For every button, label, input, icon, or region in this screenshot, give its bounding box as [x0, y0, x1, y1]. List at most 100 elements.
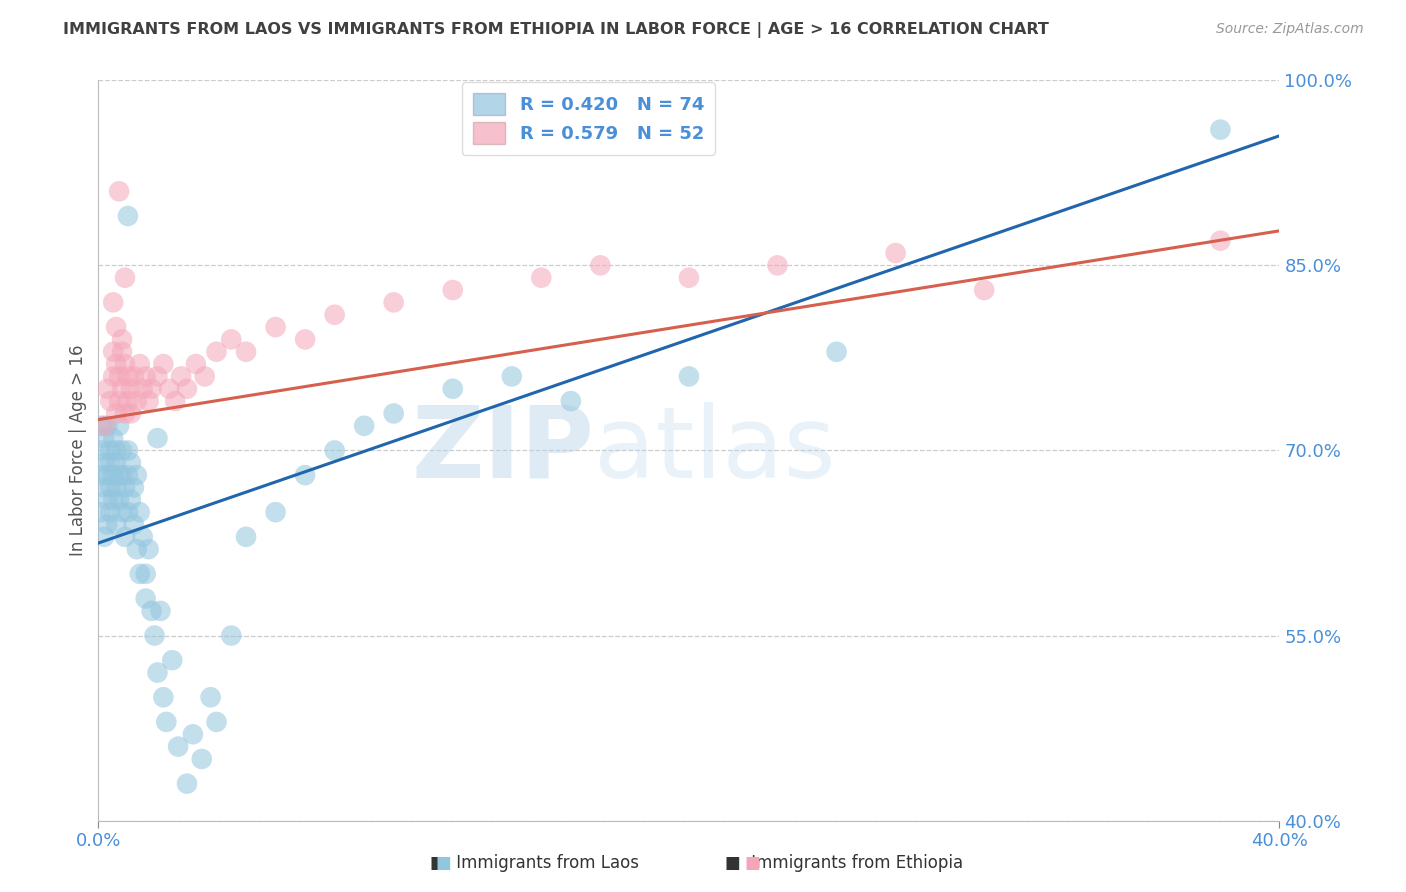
Point: [96, 517, 118, 532]
Point: [114, 270, 136, 285]
Point: [323, 443, 346, 458]
Point: [117, 369, 139, 384]
Text: ■: ■: [744, 855, 761, 872]
Point: [98, 443, 121, 458]
Point: [98, 505, 121, 519]
Point: [117, 505, 139, 519]
Point: [108, 468, 131, 483]
Point: [973, 283, 995, 297]
Point: [120, 407, 142, 421]
Point: [353, 418, 375, 433]
Point: [167, 739, 190, 754]
Point: [93, 456, 115, 470]
Point: [125, 542, 148, 557]
Point: [111, 505, 134, 519]
Point: [176, 382, 198, 396]
Point: [105, 443, 128, 458]
Point: [294, 332, 316, 346]
Point: [122, 517, 145, 532]
Point: [111, 382, 134, 396]
Point: [111, 344, 134, 359]
Text: IMMIGRANTS FROM LAOS VS IMMIGRANTS FROM ETHIOPIA IN LABOR FORCE | AGE > 16 CORRE: IMMIGRANTS FROM LAOS VS IMMIGRANTS FROM …: [63, 22, 1049, 38]
Point: [170, 369, 193, 384]
Point: [105, 320, 128, 334]
Point: [165, 394, 187, 409]
Point: [191, 752, 214, 766]
Point: [120, 382, 142, 396]
Point: [766, 259, 789, 273]
Point: [825, 344, 848, 359]
Point: [90, 418, 112, 433]
Point: [108, 369, 131, 384]
Point: [143, 628, 166, 642]
Point: [105, 517, 128, 532]
Point: [120, 492, 142, 507]
Point: [128, 566, 150, 581]
Legend: R = 0.420   N = 74, R = 0.579   N = 52: R = 0.420 N = 74, R = 0.579 N = 52: [461, 82, 714, 155]
Point: [135, 369, 157, 384]
Point: [103, 492, 125, 507]
Point: [264, 320, 287, 334]
Point: [108, 418, 131, 433]
Point: [141, 382, 163, 396]
Point: [105, 456, 128, 470]
Point: [138, 394, 160, 409]
Point: [135, 591, 157, 606]
Point: [530, 270, 553, 285]
Point: [90, 505, 112, 519]
Point: [105, 357, 128, 371]
Point: [125, 394, 148, 409]
Point: [103, 468, 125, 483]
Point: [105, 480, 128, 494]
Point: [103, 295, 125, 310]
Point: [105, 407, 128, 421]
Point: [111, 468, 134, 483]
Point: [264, 505, 287, 519]
Point: [678, 369, 700, 384]
Point: [323, 308, 346, 322]
Point: [441, 283, 464, 297]
Point: [114, 530, 136, 544]
Point: [560, 394, 582, 409]
Point: [382, 295, 405, 310]
Point: [93, 418, 115, 433]
Point: [125, 468, 148, 483]
Point: [141, 604, 163, 618]
Point: [138, 542, 160, 557]
Point: [114, 407, 136, 421]
Point: [90, 468, 112, 483]
Point: [122, 369, 145, 384]
Point: [678, 270, 700, 285]
Point: [103, 431, 125, 445]
Text: Source: ZipAtlas.com: Source: ZipAtlas.com: [1216, 22, 1364, 37]
Point: [128, 505, 150, 519]
Point: [205, 714, 228, 729]
Point: [235, 530, 257, 544]
Point: [90, 443, 112, 458]
Point: [117, 468, 139, 483]
Point: [149, 604, 172, 618]
Point: [108, 492, 131, 507]
Point: [205, 344, 228, 359]
Point: [114, 357, 136, 371]
Point: [93, 480, 115, 494]
Point: [98, 456, 121, 470]
Y-axis label: In Labor Force | Age > 16: In Labor Force | Age > 16: [69, 344, 87, 557]
Point: [146, 431, 169, 445]
Point: [108, 184, 131, 198]
Point: [103, 369, 125, 384]
Point: [111, 443, 134, 458]
Point: [117, 443, 139, 458]
Text: ■: ■: [434, 855, 451, 872]
Point: [135, 566, 157, 581]
Point: [146, 665, 169, 680]
Point: [200, 690, 222, 705]
Point: [1209, 122, 1232, 136]
Point: [98, 480, 121, 494]
Text: ■  Immigrants from Ethiopia: ■ Immigrants from Ethiopia: [724, 855, 963, 872]
Point: [589, 259, 612, 273]
Point: [294, 468, 316, 483]
Point: [132, 530, 155, 544]
Point: [103, 344, 125, 359]
Point: [96, 382, 118, 396]
